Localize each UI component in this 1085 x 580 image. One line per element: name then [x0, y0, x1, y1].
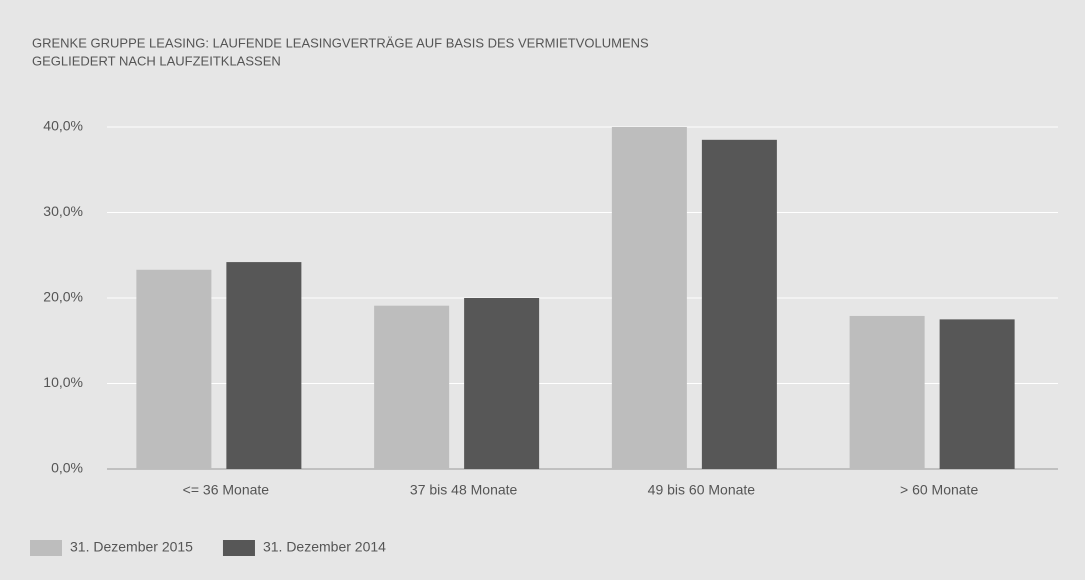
chart-title: GRENKE GRUPPE LEASING: LAUFENDE LEASINGV…	[32, 35, 649, 50]
x-tick-label: 49 bis 60 Monate	[648, 482, 756, 498]
y-tick-label: 20,0%	[43, 289, 83, 305]
bar	[226, 262, 302, 469]
y-tick-label: 40,0%	[43, 118, 83, 134]
y-tick-label: 10,0%	[43, 374, 83, 390]
y-tick-label: 0,0%	[51, 460, 83, 476]
bar	[136, 269, 212, 469]
legend-swatch	[222, 540, 255, 556]
x-tick-label: <= 36 Monate	[183, 482, 270, 498]
chart-subtitle: GEGLIEDERT NACH LAUFZEITKLASSEN	[32, 53, 281, 68]
y-tick-label: 30,0%	[43, 203, 83, 219]
legend-swatch	[30, 540, 62, 556]
legend-label: 31. Dezember 2014	[263, 539, 386, 555]
bar	[611, 127, 687, 469]
bar	[939, 319, 1015, 469]
legend-label: 31. Dezember 2015	[70, 539, 193, 555]
x-tick-label: 37 bis 48 Monate	[410, 482, 518, 498]
bar	[701, 139, 777, 469]
bar	[374, 305, 450, 469]
x-tick-label: > 60 Monate	[900, 482, 978, 498]
bar	[464, 298, 540, 469]
bar	[849, 315, 925, 469]
